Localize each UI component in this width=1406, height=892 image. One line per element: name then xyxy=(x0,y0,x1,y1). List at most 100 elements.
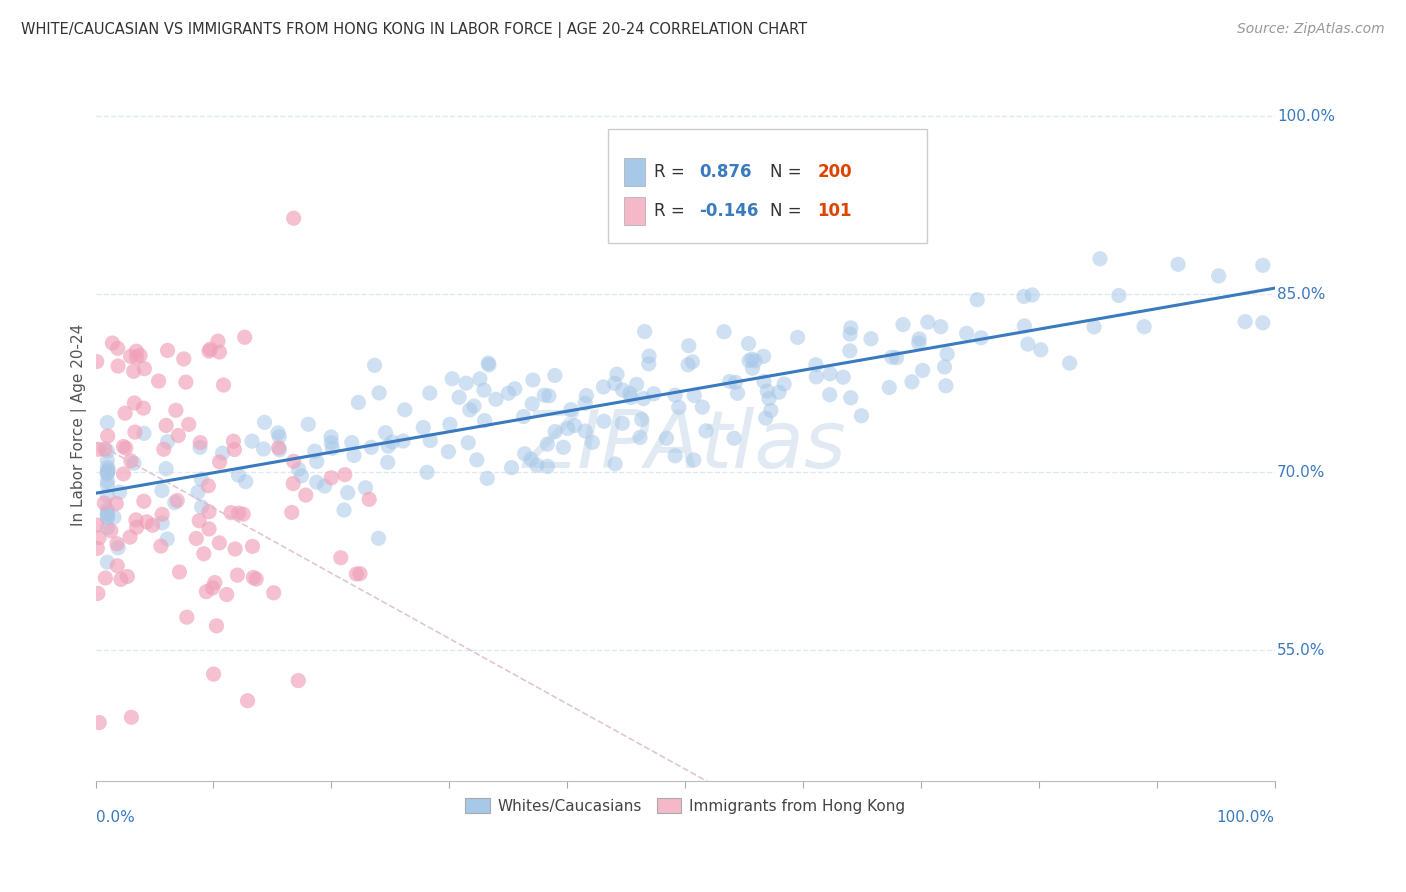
Point xyxy=(267,441,290,455)
Text: ZIPAtlas: ZIPAtlas xyxy=(523,407,846,485)
Point xyxy=(333,467,356,482)
Point xyxy=(86,541,108,556)
Point xyxy=(859,332,882,346)
Point xyxy=(155,461,177,475)
Point xyxy=(93,496,115,510)
Point xyxy=(1088,252,1111,266)
Point xyxy=(129,348,152,362)
Point xyxy=(678,339,700,353)
Point xyxy=(228,506,250,520)
Text: 100.0%: 100.0% xyxy=(1216,810,1275,824)
Point xyxy=(219,506,242,520)
Point xyxy=(513,447,536,461)
Point xyxy=(773,376,796,391)
Point xyxy=(96,555,118,569)
Point xyxy=(668,401,690,415)
Text: -0.146: -0.146 xyxy=(699,202,759,220)
Point xyxy=(574,424,596,438)
Point xyxy=(105,537,128,551)
Point xyxy=(198,505,221,519)
Point xyxy=(101,336,124,351)
Point xyxy=(553,440,575,454)
Point xyxy=(655,431,678,445)
Point xyxy=(419,386,441,401)
Point xyxy=(97,463,120,477)
Point xyxy=(592,380,614,394)
Point xyxy=(741,361,763,376)
Point xyxy=(354,481,377,495)
Point xyxy=(478,358,501,372)
Text: 85.0%: 85.0% xyxy=(1277,286,1326,301)
Point xyxy=(907,335,929,350)
Point xyxy=(605,457,627,471)
Point xyxy=(233,330,256,344)
Point xyxy=(294,488,316,502)
Point xyxy=(235,475,257,489)
Point xyxy=(713,325,735,339)
Point xyxy=(112,440,135,454)
Point xyxy=(163,495,186,509)
Point xyxy=(377,439,399,453)
Point xyxy=(619,386,641,401)
Point xyxy=(242,540,264,554)
Point xyxy=(347,395,370,409)
Point xyxy=(457,435,479,450)
Point xyxy=(477,356,499,370)
Point xyxy=(832,370,855,384)
Point xyxy=(1251,258,1274,272)
Text: R =: R = xyxy=(654,163,696,181)
Point xyxy=(724,376,747,390)
Point xyxy=(458,402,481,417)
Point xyxy=(638,349,661,363)
Point xyxy=(96,443,118,458)
Point xyxy=(114,406,136,420)
Point xyxy=(105,558,128,573)
Point xyxy=(96,453,118,467)
Text: 0.0%: 0.0% xyxy=(96,810,135,824)
Point xyxy=(240,434,263,449)
Point xyxy=(96,474,118,488)
Point xyxy=(314,479,336,493)
Point xyxy=(935,378,957,392)
Point xyxy=(103,510,125,524)
Point xyxy=(1167,257,1189,271)
Point xyxy=(212,378,235,392)
Point xyxy=(759,403,782,417)
Point xyxy=(1108,288,1130,302)
Point xyxy=(269,429,291,443)
Point xyxy=(202,667,225,681)
Point xyxy=(477,471,499,485)
Point xyxy=(1029,343,1052,357)
Point xyxy=(340,435,363,450)
Point xyxy=(156,343,179,358)
Point xyxy=(118,530,141,544)
Point xyxy=(173,351,195,366)
Point xyxy=(188,441,211,455)
Point xyxy=(321,471,343,485)
Point xyxy=(211,446,233,460)
Point xyxy=(637,357,659,371)
Point xyxy=(96,467,118,482)
Point xyxy=(86,354,108,368)
Point xyxy=(321,442,343,456)
Point xyxy=(752,349,775,363)
Point xyxy=(125,344,148,359)
Point xyxy=(574,396,596,410)
Point xyxy=(253,416,276,430)
Point xyxy=(536,437,558,451)
Point xyxy=(188,435,211,450)
Point xyxy=(132,401,155,416)
Point xyxy=(155,418,177,433)
Point xyxy=(544,425,567,439)
Point xyxy=(156,532,179,546)
Point xyxy=(901,375,924,389)
Point xyxy=(737,336,759,351)
Point xyxy=(167,428,190,442)
Point xyxy=(468,372,491,386)
FancyBboxPatch shape xyxy=(624,158,645,186)
Point xyxy=(96,460,118,475)
Point xyxy=(485,392,508,407)
Point xyxy=(224,541,246,556)
Point xyxy=(738,353,761,368)
Point xyxy=(224,442,246,457)
